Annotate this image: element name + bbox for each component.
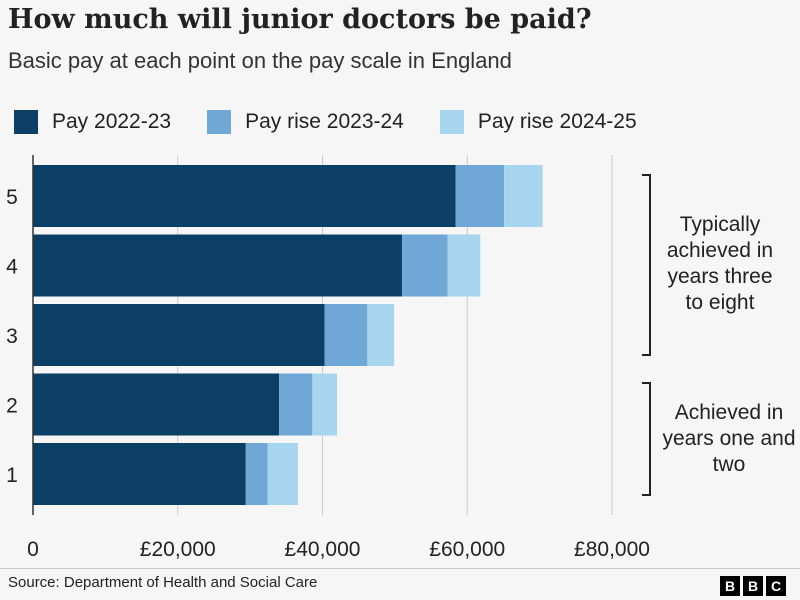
y-tick-label: 2: [6, 395, 18, 418]
bar-segment: [279, 373, 313, 436]
legend-swatch: [439, 110, 464, 134]
legend-item: Pay rise 2024-25: [439, 110, 637, 134]
divider: [0, 568, 800, 569]
bar-segment: [455, 165, 505, 227]
bar-segment: [367, 304, 395, 366]
chart-title: How much will junior doctors be paid?: [8, 4, 592, 35]
bar-segment: [504, 165, 543, 227]
y-tick-label: 4: [6, 256, 18, 279]
chart-subtitle: Basic pay at each point on the pay scale…: [8, 48, 512, 73]
bracket-upper: [642, 174, 651, 356]
bar-segment: [33, 234, 403, 297]
y-tick-label: 1: [6, 464, 18, 487]
source: Source: Department of Health and Social …: [8, 574, 318, 591]
bar-segment: [447, 234, 481, 297]
annotation-upper: Typically achieved in years three to eig…: [666, 213, 774, 314]
annotation-lower: Achieved in years one and two: [662, 401, 796, 476]
bar-segment: [402, 234, 448, 297]
legend: Pay 2022-23 Pay rise 2023-24 Pay rise 20…: [14, 110, 673, 134]
legend-item: Pay 2022-23: [14, 110, 171, 134]
legend-label: Pay rise 2024-25: [477, 110, 637, 133]
legend-swatch: [207, 110, 232, 134]
x-tick-label: £40,000: [285, 538, 361, 561]
bar-segment: [33, 443, 246, 505]
y-tick-label: 3: [6, 325, 18, 348]
bar-segment: [245, 443, 268, 505]
bar-segment: [33, 304, 325, 366]
bar-segment: [33, 373, 280, 436]
bar-segment: [312, 373, 337, 436]
bar-segment: [33, 165, 456, 227]
legend-label: Pay 2022-23: [52, 110, 172, 133]
legend-swatch: [14, 110, 38, 134]
x-tick-label: £60,000: [429, 538, 505, 561]
bracket-lower: [642, 382, 651, 496]
x-tick-label: £20,000: [140, 538, 216, 561]
x-tick-label: 0: [27, 538, 39, 561]
y-tick-label: 5: [6, 186, 18, 209]
legend-item: Pay rise 2023-24: [207, 110, 404, 134]
x-tick-label: £80,000: [574, 538, 650, 561]
bar-segment: [267, 443, 298, 505]
bar-segment: [324, 304, 368, 366]
legend-label: Pay rise 2023-24: [245, 110, 404, 133]
